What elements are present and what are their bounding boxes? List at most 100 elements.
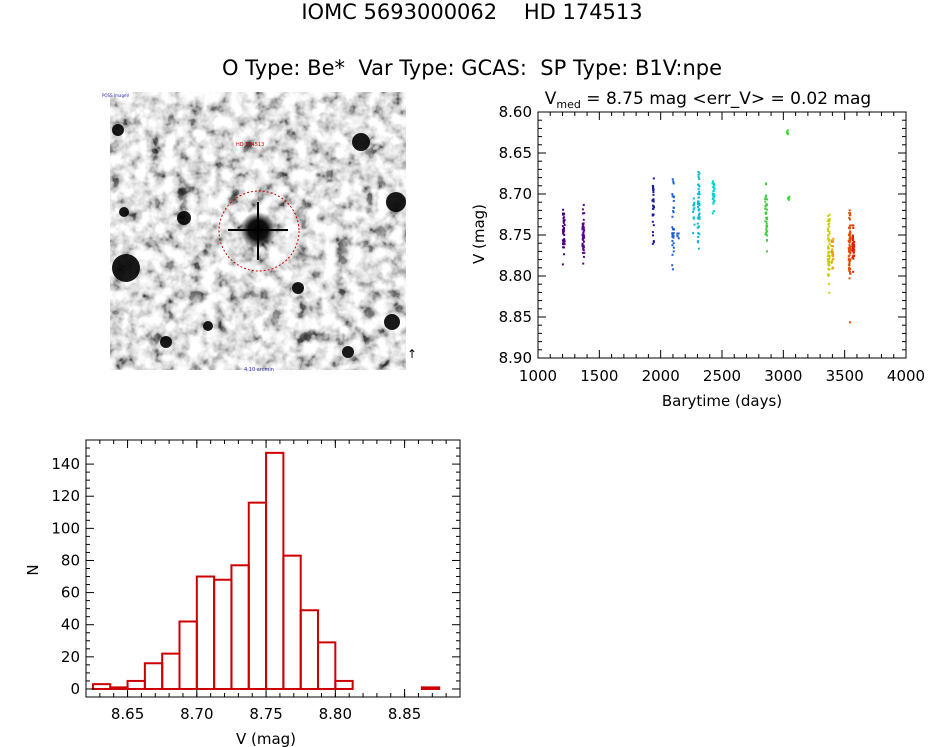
lc-point bbox=[852, 244, 855, 247]
lc-point bbox=[765, 194, 768, 197]
lc-point bbox=[671, 264, 674, 267]
lc-point bbox=[652, 193, 655, 196]
lc-point bbox=[672, 211, 675, 214]
lc-point bbox=[828, 282, 831, 285]
lc-point bbox=[711, 182, 714, 185]
lc-point bbox=[672, 227, 675, 230]
lc-point bbox=[713, 184, 716, 187]
lc-point bbox=[583, 229, 586, 232]
lc-point bbox=[765, 217, 768, 220]
hist-bar-14 bbox=[334, 679, 354, 690]
hist-xtick-label-2: 8.75 bbox=[249, 705, 282, 723]
lc-point bbox=[712, 196, 715, 199]
lc-point bbox=[581, 222, 584, 225]
lc-ytick-label-0: 8.60 bbox=[499, 103, 532, 121]
lc-point bbox=[697, 202, 700, 205]
chart-title-line1: IOMC 5693000062 HD 174513 bbox=[301, 0, 643, 24]
lc-point bbox=[848, 257, 851, 260]
lc-point bbox=[581, 208, 584, 211]
lc-point bbox=[583, 212, 586, 215]
lc-point bbox=[848, 264, 851, 267]
lc-point bbox=[713, 187, 716, 190]
lc-point bbox=[765, 198, 768, 201]
hist-xtick-label-0: 8.65 bbox=[111, 705, 144, 723]
lc-point bbox=[672, 236, 675, 239]
sky-label-top-left: POSS ImageV bbox=[102, 93, 129, 98]
lc-point bbox=[766, 238, 769, 241]
lc-point bbox=[849, 235, 852, 238]
hist-bar-9 bbox=[247, 501, 268, 690]
lc-point bbox=[765, 220, 768, 223]
lc-point bbox=[849, 214, 852, 217]
lc-ytick-label-3: 8.75 bbox=[499, 226, 532, 244]
lc-point bbox=[849, 245, 852, 248]
lc-point bbox=[692, 217, 695, 220]
lc-point bbox=[582, 227, 585, 230]
hist-bar-12 bbox=[299, 609, 320, 690]
lc-point bbox=[582, 218, 585, 221]
lc-point bbox=[847, 247, 850, 250]
lc-point bbox=[828, 250, 831, 253]
field-star-4 bbox=[112, 124, 124, 136]
lc-point bbox=[826, 227, 829, 230]
lc-point bbox=[827, 218, 830, 221]
lc-point bbox=[831, 245, 834, 248]
lc-point bbox=[848, 258, 851, 261]
lc-point bbox=[671, 253, 674, 256]
lc-point bbox=[712, 189, 715, 192]
lc-point bbox=[828, 222, 831, 225]
lc-point bbox=[851, 256, 854, 259]
lc-point bbox=[848, 226, 851, 229]
lc-point bbox=[848, 232, 851, 235]
lc-point bbox=[712, 193, 715, 196]
north-arrow-icon: ↑ bbox=[407, 347, 416, 361]
lc-point bbox=[671, 239, 674, 242]
hist-xtick-label-4: 8.85 bbox=[388, 705, 421, 723]
hist-bar-0 bbox=[91, 683, 112, 690]
lc-point bbox=[852, 237, 855, 240]
lc-point bbox=[562, 213, 565, 216]
lc-point bbox=[563, 227, 566, 230]
lc-point bbox=[562, 229, 565, 232]
lc-point bbox=[672, 195, 675, 198]
lc-ytick-label-2: 8.70 bbox=[499, 185, 532, 203]
lc-point bbox=[848, 236, 851, 239]
lc-point bbox=[697, 187, 700, 190]
lc-point bbox=[713, 194, 716, 197]
lc-point bbox=[847, 234, 850, 237]
lc-point bbox=[693, 207, 696, 210]
lc-point bbox=[830, 240, 833, 243]
lc-point bbox=[672, 246, 675, 249]
hist-bar-19 bbox=[420, 686, 441, 690]
lc-point bbox=[765, 229, 768, 232]
lc-point bbox=[651, 214, 654, 217]
lc-point bbox=[832, 237, 835, 240]
lc-point bbox=[712, 201, 715, 204]
lc-point bbox=[563, 234, 566, 237]
hist-ytick-label-2: 40 bbox=[61, 616, 80, 634]
lc-point bbox=[692, 210, 695, 213]
lc-point bbox=[562, 208, 565, 211]
lc-point bbox=[764, 205, 767, 208]
lc-point bbox=[712, 180, 715, 183]
lc-point bbox=[562, 217, 565, 220]
lc-point bbox=[849, 267, 852, 270]
lc-point bbox=[828, 239, 831, 242]
lc-point bbox=[765, 208, 768, 211]
lc-point bbox=[651, 231, 654, 234]
lc-point bbox=[563, 223, 566, 226]
lc-point bbox=[671, 235, 674, 238]
lc-point bbox=[828, 257, 831, 260]
lc-point bbox=[652, 191, 655, 194]
lc-point bbox=[652, 188, 655, 191]
lc-point bbox=[848, 260, 851, 263]
lc-point bbox=[697, 196, 700, 199]
lc-point bbox=[712, 199, 715, 202]
lc-point bbox=[671, 268, 674, 271]
lc-point bbox=[853, 240, 856, 243]
lc-point bbox=[848, 218, 851, 221]
lc-xtick-label-2: 2000 bbox=[642, 367, 680, 385]
lc-point bbox=[853, 248, 856, 251]
lc-point bbox=[652, 185, 655, 188]
lc-point bbox=[849, 247, 852, 250]
